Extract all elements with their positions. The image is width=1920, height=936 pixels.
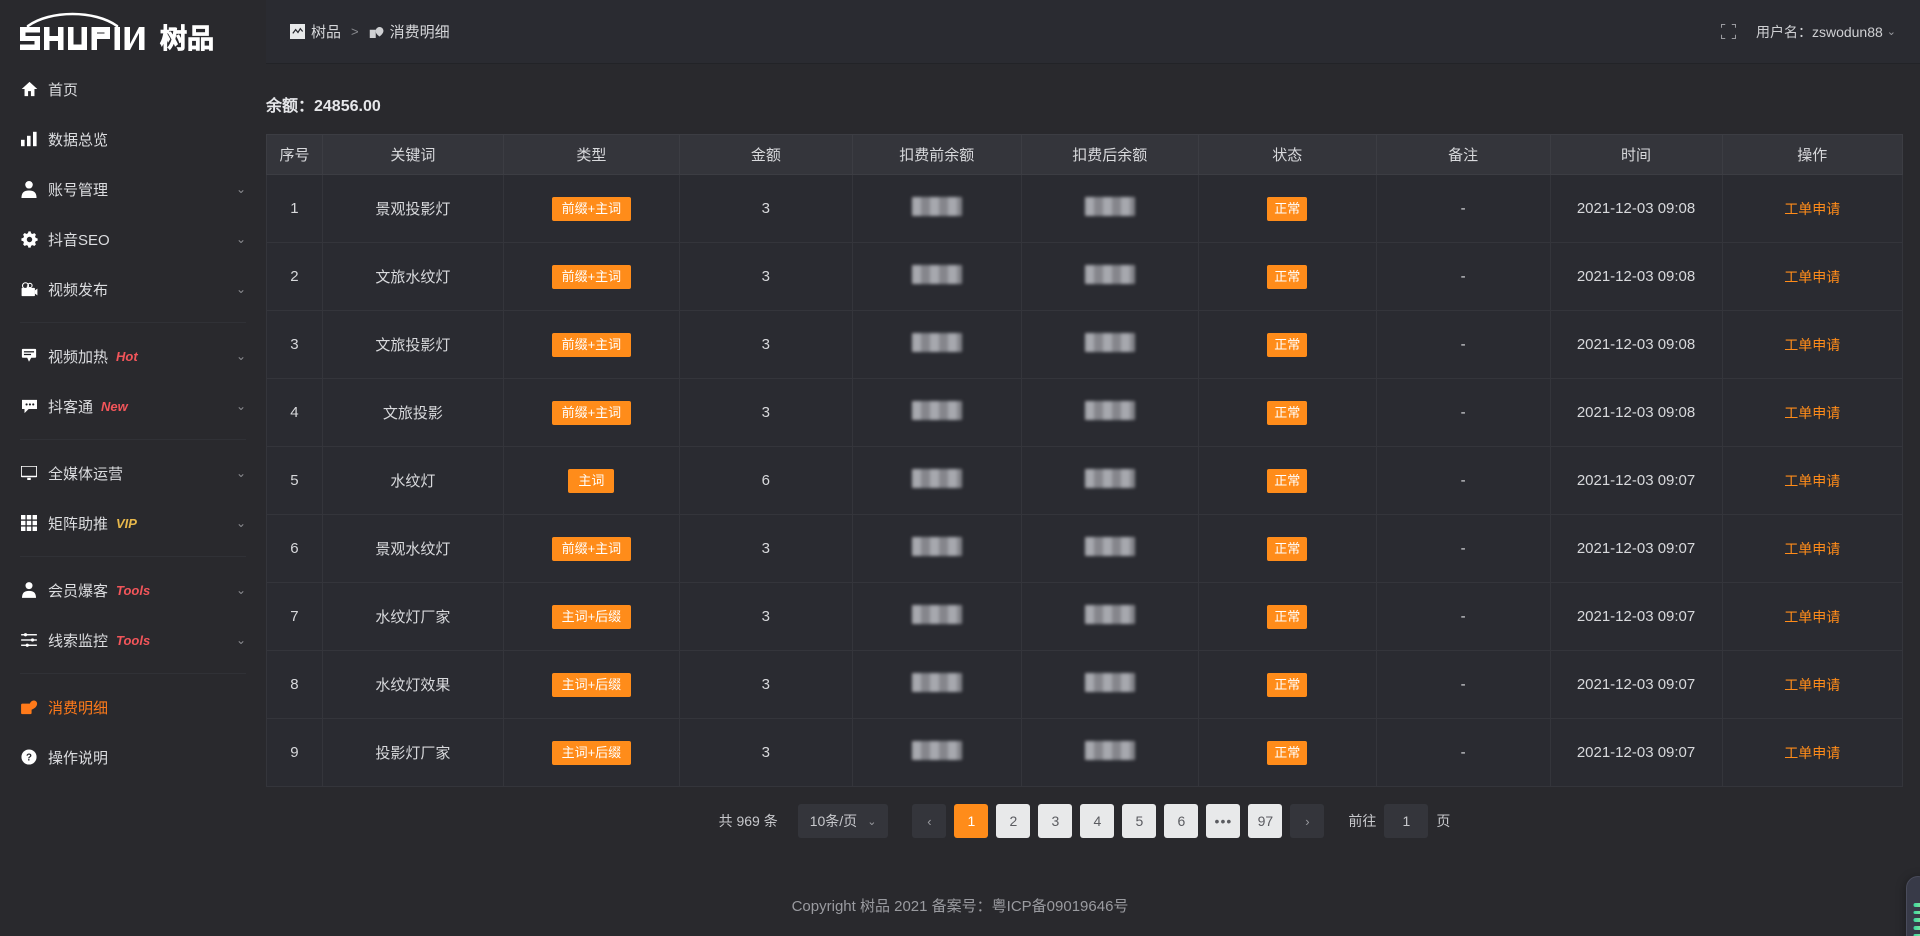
- svg-text:树品: 树品: [160, 24, 214, 54]
- svg-text:?: ?: [26, 753, 32, 764]
